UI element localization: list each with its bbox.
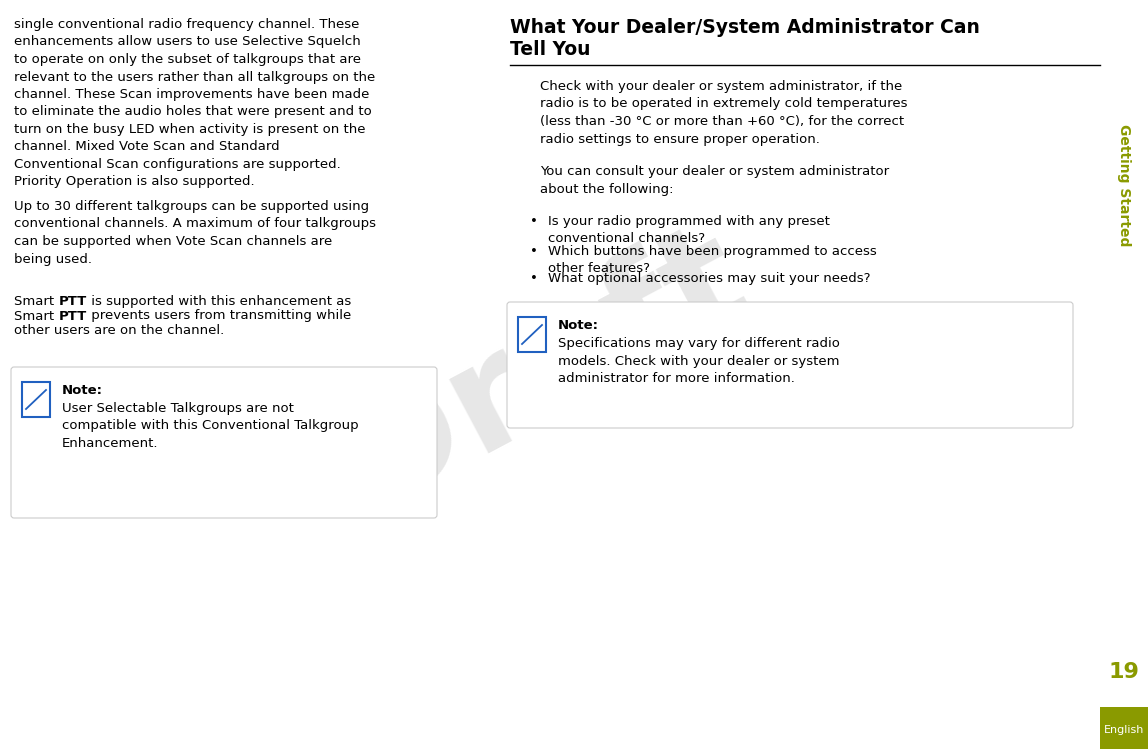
Text: What Your Dealer/System Administrator Can: What Your Dealer/System Administrator Ca… — [510, 18, 980, 37]
Text: is supported with this enhancement as: is supported with this enhancement as — [86, 295, 351, 308]
Text: Tell You: Tell You — [510, 40, 590, 59]
Text: Note:: Note: — [558, 319, 599, 332]
FancyBboxPatch shape — [518, 317, 546, 352]
Text: User Selectable Talkgroups are not
compatible with this Conventional Talkgroup
E: User Selectable Talkgroups are not compa… — [62, 402, 358, 450]
Text: You can consult your dealer or system administrator
about the following:: You can consult your dealer or system ad… — [540, 165, 889, 195]
Text: Up to 30 different talkgroups can be supported using
conventional channels. A ma: Up to 30 different talkgroups can be sup… — [14, 200, 377, 265]
Text: PTT: PTT — [59, 295, 86, 308]
Text: •: • — [530, 272, 538, 285]
Text: English: English — [1104, 725, 1145, 735]
Bar — [1100, 0, 1148, 749]
Text: •: • — [530, 245, 538, 258]
FancyBboxPatch shape — [11, 367, 437, 518]
Text: Getting Started: Getting Started — [1117, 124, 1131, 246]
Text: single conventional radio frequency channel. These
enhancements allow users to u: single conventional radio frequency chan… — [14, 18, 375, 189]
Text: Is your radio programmed with any preset
conventional channels?: Is your radio programmed with any preset… — [548, 215, 830, 246]
Text: Note:: Note: — [62, 384, 103, 397]
Bar — [1100, 707, 1148, 749]
Text: Smart: Smart — [14, 309, 59, 323]
Text: 19: 19 — [1109, 662, 1140, 682]
Text: prevents users from transmitting while: prevents users from transmitting while — [86, 309, 351, 323]
Text: PTT: PTT — [59, 309, 86, 323]
Text: Which buttons have been programmed to access
other features?: Which buttons have been programmed to ac… — [548, 245, 877, 276]
Text: Smart: Smart — [14, 295, 59, 308]
Text: Check with your dealer or system administrator, if the
radio is to be operated i: Check with your dealer or system adminis… — [540, 80, 908, 145]
Text: •: • — [530, 215, 538, 228]
Text: other users are on the channel.: other users are on the channel. — [14, 324, 224, 337]
Text: Specifications may vary for different radio
models. Check with your dealer or sy: Specifications may vary for different ra… — [558, 337, 840, 385]
Text: What optional accessories may suit your needs?: What optional accessories may suit your … — [548, 272, 870, 285]
FancyBboxPatch shape — [507, 302, 1073, 428]
FancyBboxPatch shape — [22, 382, 51, 417]
Text: Draft: Draft — [309, 200, 771, 540]
